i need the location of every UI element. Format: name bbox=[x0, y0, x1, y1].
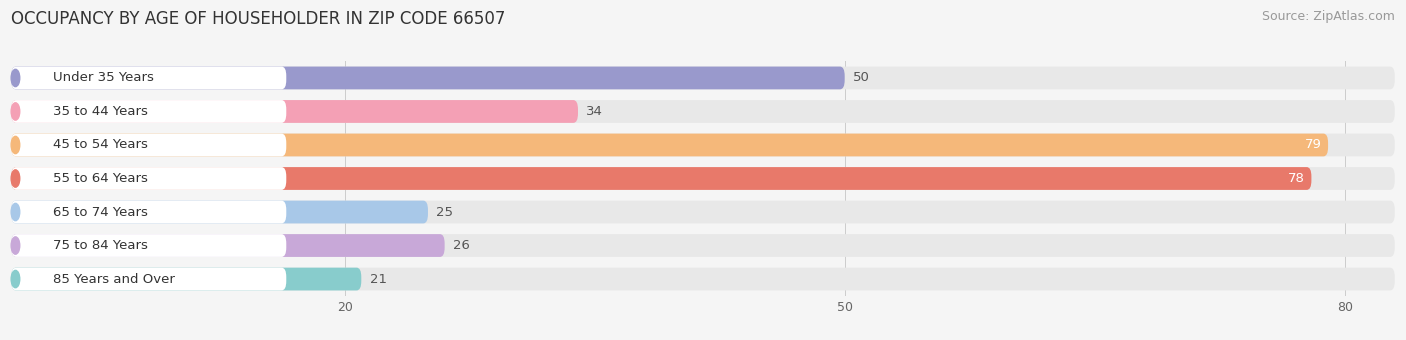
Text: 25: 25 bbox=[436, 205, 453, 219]
Circle shape bbox=[11, 237, 20, 254]
Text: 65 to 74 Years: 65 to 74 Years bbox=[53, 205, 148, 219]
FancyBboxPatch shape bbox=[11, 167, 1312, 190]
Text: 21: 21 bbox=[370, 273, 387, 286]
Text: 35 to 44 Years: 35 to 44 Years bbox=[53, 105, 148, 118]
FancyBboxPatch shape bbox=[11, 268, 1395, 290]
Text: 50: 50 bbox=[853, 71, 870, 84]
FancyBboxPatch shape bbox=[11, 67, 1395, 89]
Text: 45 to 54 Years: 45 to 54 Years bbox=[53, 138, 148, 152]
FancyBboxPatch shape bbox=[11, 201, 427, 223]
FancyBboxPatch shape bbox=[11, 234, 444, 257]
FancyBboxPatch shape bbox=[11, 234, 1395, 257]
Text: 75 to 84 Years: 75 to 84 Years bbox=[53, 239, 148, 252]
FancyBboxPatch shape bbox=[11, 268, 287, 290]
FancyBboxPatch shape bbox=[11, 100, 287, 123]
FancyBboxPatch shape bbox=[11, 268, 361, 290]
FancyBboxPatch shape bbox=[11, 234, 287, 257]
Text: 78: 78 bbox=[1288, 172, 1305, 185]
FancyBboxPatch shape bbox=[11, 134, 287, 156]
Text: 55 to 64 Years: 55 to 64 Years bbox=[53, 172, 148, 185]
FancyBboxPatch shape bbox=[11, 167, 287, 190]
Circle shape bbox=[11, 69, 20, 87]
FancyBboxPatch shape bbox=[11, 67, 287, 89]
Text: OCCUPANCY BY AGE OF HOUSEHOLDER IN ZIP CODE 66507: OCCUPANCY BY AGE OF HOUSEHOLDER IN ZIP C… bbox=[11, 10, 506, 28]
Circle shape bbox=[11, 103, 20, 120]
Text: 26: 26 bbox=[453, 239, 470, 252]
FancyBboxPatch shape bbox=[11, 201, 287, 223]
Text: Under 35 Years: Under 35 Years bbox=[53, 71, 153, 84]
FancyBboxPatch shape bbox=[11, 67, 845, 89]
Circle shape bbox=[11, 170, 20, 187]
Circle shape bbox=[11, 136, 20, 154]
Circle shape bbox=[11, 270, 20, 288]
FancyBboxPatch shape bbox=[11, 167, 1395, 190]
FancyBboxPatch shape bbox=[11, 100, 1395, 123]
Text: 79: 79 bbox=[1305, 138, 1322, 152]
Text: 34: 34 bbox=[586, 105, 603, 118]
FancyBboxPatch shape bbox=[11, 201, 1395, 223]
Text: 85 Years and Over: 85 Years and Over bbox=[53, 273, 174, 286]
FancyBboxPatch shape bbox=[11, 100, 578, 123]
FancyBboxPatch shape bbox=[11, 134, 1329, 156]
Text: Source: ZipAtlas.com: Source: ZipAtlas.com bbox=[1261, 10, 1395, 23]
Circle shape bbox=[11, 203, 20, 221]
FancyBboxPatch shape bbox=[11, 134, 1395, 156]
